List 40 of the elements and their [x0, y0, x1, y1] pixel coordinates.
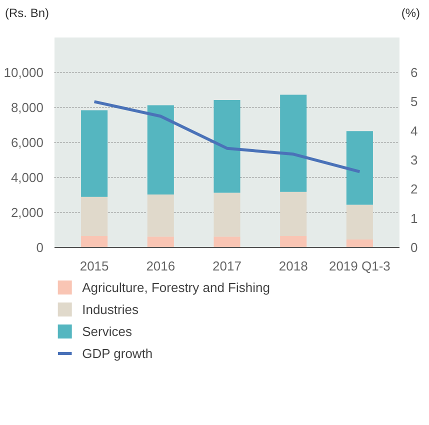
y-tick-label: 4,000 [10, 170, 44, 185]
y2-tick-label: 6 [410, 65, 418, 80]
bar [280, 236, 307, 248]
y2-tick-label: 0 [410, 240, 418, 255]
bar [214, 236, 240, 248]
y-tick-label: 10,000 [4, 65, 44, 80]
bar [147, 194, 174, 237]
bar [214, 100, 240, 193]
y-tick-label: 2,000 [10, 205, 44, 220]
bar [81, 196, 108, 236]
bar [346, 204, 373, 240]
legend-label: GDP growth [82, 346, 153, 361]
y-tick-label: 6,000 [10, 135, 44, 150]
x-tick-label: 2019 Q1-3 [328, 258, 390, 274]
x-tick-label: 2018 [278, 258, 308, 274]
y2-tick-label: 1 [410, 210, 418, 226]
y-tick-label: 0 [36, 240, 44, 255]
legend-label: Services [82, 324, 132, 339]
y-tick-label: 8,000 [10, 100, 44, 115]
y2-tick-label: 3 [410, 152, 418, 168]
y-axis-title: (Rs. Bn) [5, 5, 50, 22]
x-tick-label: 2015 [80, 258, 109, 274]
bar [214, 192, 240, 237]
y2-axis-title: (%) [401, 5, 420, 22]
bar [81, 110, 108, 197]
bar [147, 105, 174, 194]
bar [346, 239, 373, 248]
bar [280, 192, 307, 236]
x-tick-label: 2017 [212, 258, 242, 274]
legend-label: Agriculture, Forestry and Fishing [82, 280, 270, 295]
bar [81, 236, 108, 248]
bar [147, 236, 174, 248]
y2-tick-label: 4 [410, 123, 418, 138]
x-tick-label: 2016 [146, 258, 176, 274]
bar [346, 131, 373, 205]
y2-tick-label: 5 [410, 94, 418, 110]
y2-tick-label: 2 [410, 182, 418, 197]
legend-label: Industries [82, 302, 139, 317]
line-series [92, 100, 362, 174]
bar [280, 94, 307, 192]
